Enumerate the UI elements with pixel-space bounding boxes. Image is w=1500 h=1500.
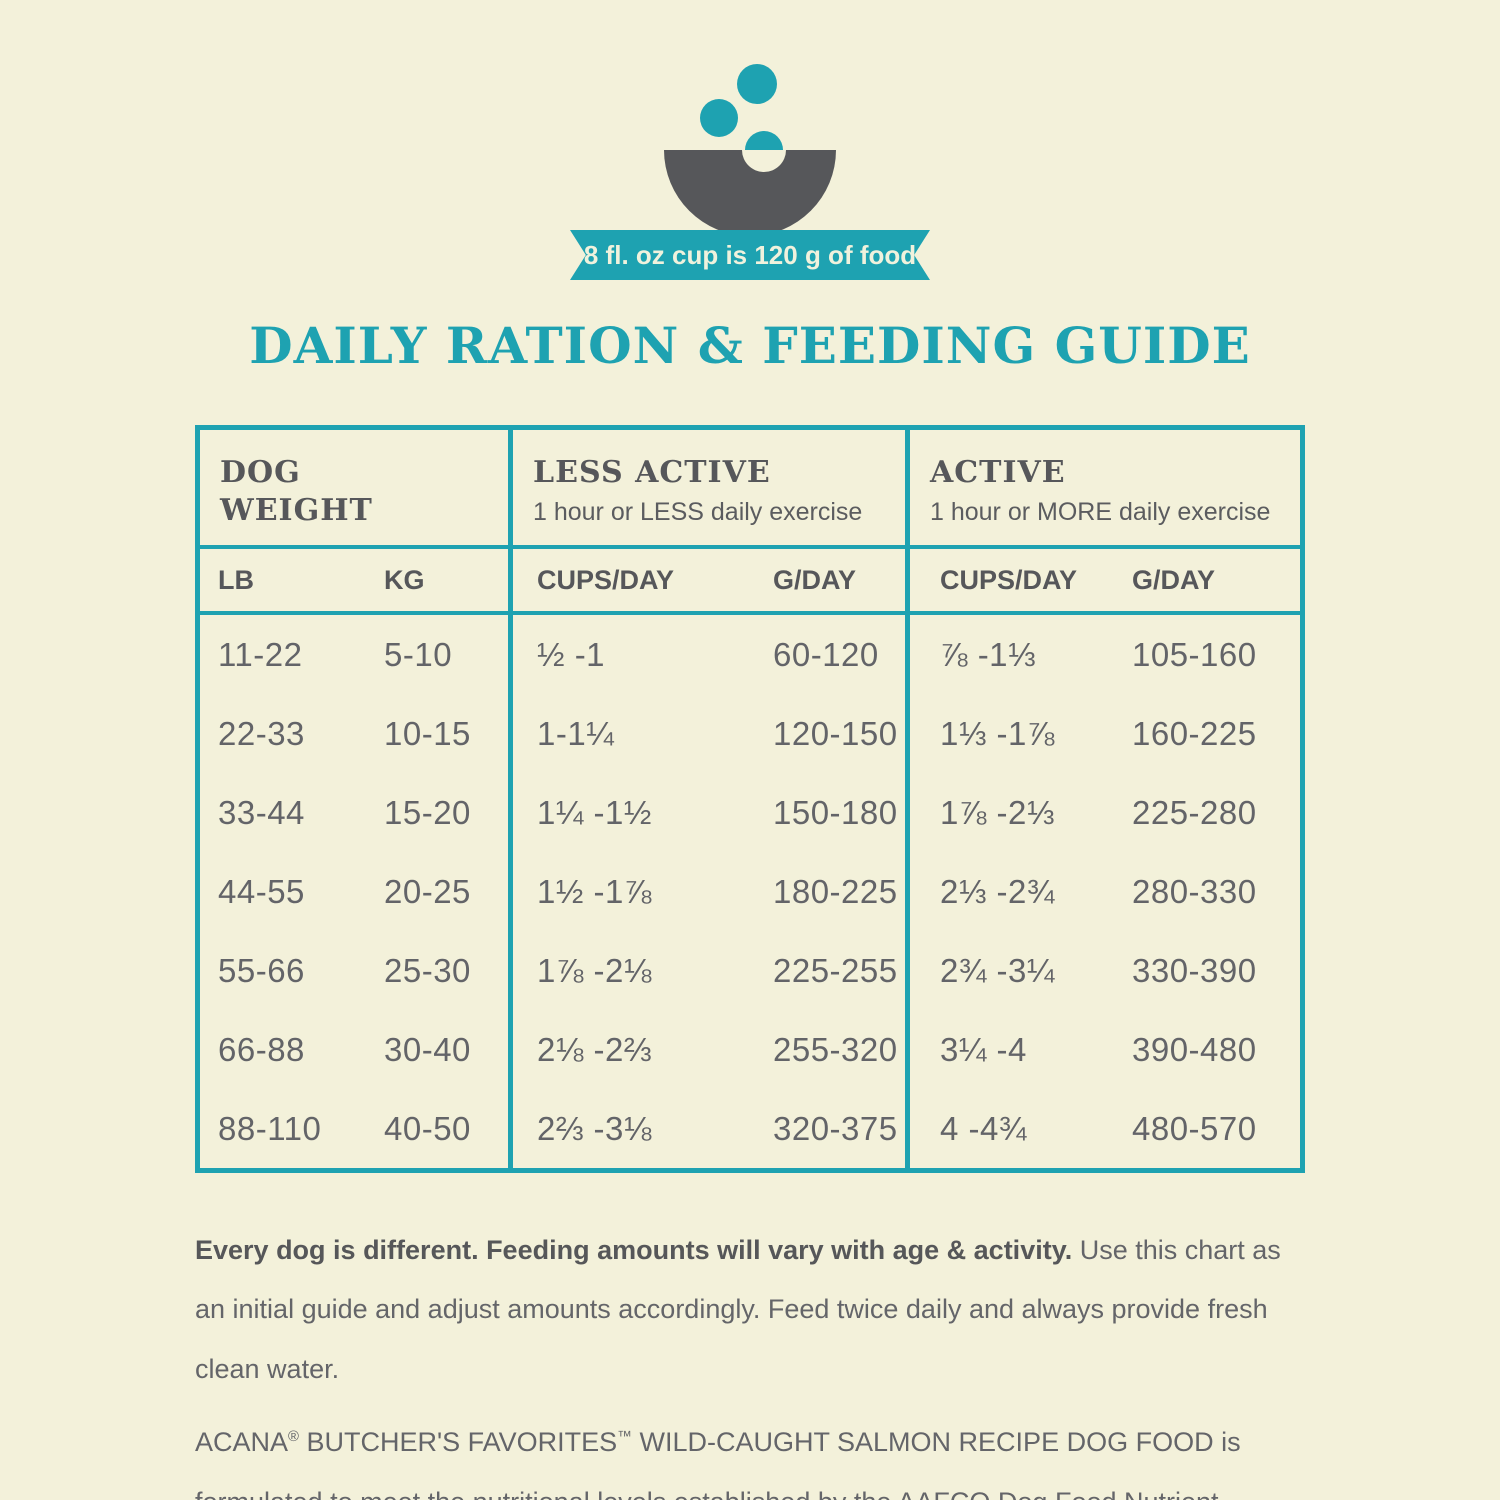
aafco-text: WILD-CAUGHT SALMON RECIPE DOG FOOD is fo…: [195, 1427, 1241, 1500]
column-header-cups-active: CUPS/DAY: [905, 549, 1102, 615]
cell-cups-active: 2¾ -3¼: [905, 931, 1102, 1010]
cell-cups-less: 1⅞ -2⅛: [508, 931, 748, 1010]
cell-cups-active: 1⅞ -2⅓: [905, 773, 1102, 852]
feeding-note: Every dog is different. Feeding amounts …: [195, 1221, 1305, 1399]
aafco-statement: ACANA® BUTCHER'S FAVORITES™ WILD-CAUGHT …: [195, 1413, 1305, 1500]
cell-cups-less: ½ -1: [508, 615, 748, 694]
group-header-dog-weight: DOG WEIGHT: [200, 430, 508, 549]
cell-g-less: 255-320: [773, 1030, 898, 1068]
group-subtitle: 1 hour or LESS daily exercise: [533, 497, 863, 526]
cell-cups-less: 1½ -1⅞: [508, 852, 748, 931]
cell-kg: 25-30: [384, 951, 471, 989]
cell-kg: 5-10: [384, 635, 453, 673]
column-header-kg: KG: [370, 549, 508, 615]
column-header-g-active: G/DAY: [1102, 549, 1300, 615]
cell-lb: 66-88: [218, 1030, 305, 1068]
cell-cups-active: 4 -4¾: [905, 1089, 1102, 1168]
cell-lb: 88-110: [218, 1109, 322, 1147]
cell-g-less: 320-375: [773, 1109, 898, 1147]
cell-cups-less: 2⅛ -2⅔: [508, 1010, 748, 1089]
group-title: ACTIVE: [930, 455, 1066, 490]
footer-notes: Every dog is different. Feeding amounts …: [195, 1221, 1305, 1500]
cell-cups-active: ⅞ -1⅓: [905, 615, 1102, 694]
group-title: DOG WEIGHT: [220, 455, 373, 528]
cell-cups-less: 1-1¼: [508, 694, 748, 773]
cell-lb: 44-55: [218, 872, 305, 910]
column-header-cups-less: CUPS/DAY: [508, 549, 748, 615]
cell-g-active: 390-480: [1132, 1030, 1257, 1068]
cell-cups-active: 2⅓ -2¾: [905, 852, 1102, 931]
cell-cups-less: 1¼ -1½: [508, 773, 748, 852]
cell-lb: 11-22: [218, 635, 303, 673]
column-header-lb: LB: [200, 549, 370, 615]
cell-g-less: 180-225: [773, 872, 898, 910]
cell-lb: 55-66: [218, 951, 305, 989]
cell-kg: 30-40: [384, 1030, 471, 1068]
cell-g-less: 150-180: [773, 793, 898, 831]
cell-g-active: 160-225: [1132, 714, 1257, 752]
cell-lb: 22-33: [218, 714, 305, 752]
kibble-dot-icon: [737, 64, 777, 104]
feeding-note-bold: Every dog is different. Feeding amounts …: [195, 1235, 1073, 1265]
cell-g-active: 225-280: [1132, 793, 1257, 831]
cell-g-active: 330-390: [1132, 951, 1257, 989]
cell-cups-less: 2⅔ -3⅛: [508, 1089, 748, 1168]
column-header-g-less: G/DAY: [748, 549, 905, 615]
group-subtitle: 1 hour or MORE daily exercise: [930, 497, 1271, 526]
cell-lb: 33-44: [218, 793, 305, 831]
cell-kg: 15-20: [384, 793, 471, 831]
group-header-active: ACTIVE 1 hour or MORE daily exercise: [905, 430, 1300, 549]
page-title: DAILY RATION & FEEDING GUIDE: [249, 316, 1251, 375]
group-title: LESS ACTIVE: [533, 455, 771, 490]
registered-mark: ®: [288, 1429, 299, 1446]
group-header-less-active: LESS ACTIVE 1 hour or LESS daily exercis…: [508, 430, 905, 549]
cell-kg: 20-25: [384, 872, 471, 910]
trademark-mark: ™: [617, 1429, 633, 1446]
cell-g-less: 120-150: [773, 714, 898, 752]
aafco-text: ACANA: [195, 1427, 289, 1458]
cell-g-active: 280-330: [1132, 872, 1257, 910]
cell-kg: 40-50: [384, 1109, 471, 1147]
cell-g-active: 105-160: [1132, 635, 1257, 673]
cell-cups-active: 1⅓ -1⅞: [905, 694, 1102, 773]
cup-measure-banner: 8 fl. oz cup is 120 g of food: [570, 230, 930, 280]
feeding-guide-page: 8 fl. oz cup is 120 g of food DAILY RATI…: [0, 60, 1500, 1500]
aafco-text: BUTCHER'S FAVORITES: [298, 1427, 618, 1458]
cell-g-active: 480-570: [1132, 1109, 1257, 1147]
cell-g-less: 60-120: [773, 635, 879, 673]
kibble-dot-icon: [745, 131, 783, 150]
cell-cups-active: 3¼ -4: [905, 1010, 1102, 1089]
cell-kg: 10-15: [384, 714, 471, 752]
banner-text: 8 fl. oz cup is 120 g of food: [583, 239, 917, 270]
cell-g-less: 225-255: [773, 951, 898, 989]
feeding-note-regular: Use this chart as an initial guide and a…: [195, 1235, 1281, 1384]
feeding-guide-table: DOG WEIGHT LESS ACTIVE 1 hour or LESS da…: [195, 425, 1305, 1173]
kibble-dot-icon: [700, 99, 738, 137]
dog-bowl-icon: [660, 60, 840, 236]
